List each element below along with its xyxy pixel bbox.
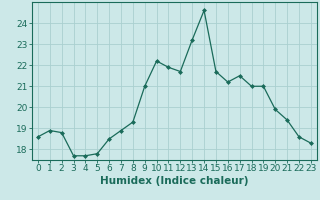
- X-axis label: Humidex (Indice chaleur): Humidex (Indice chaleur): [100, 176, 249, 186]
